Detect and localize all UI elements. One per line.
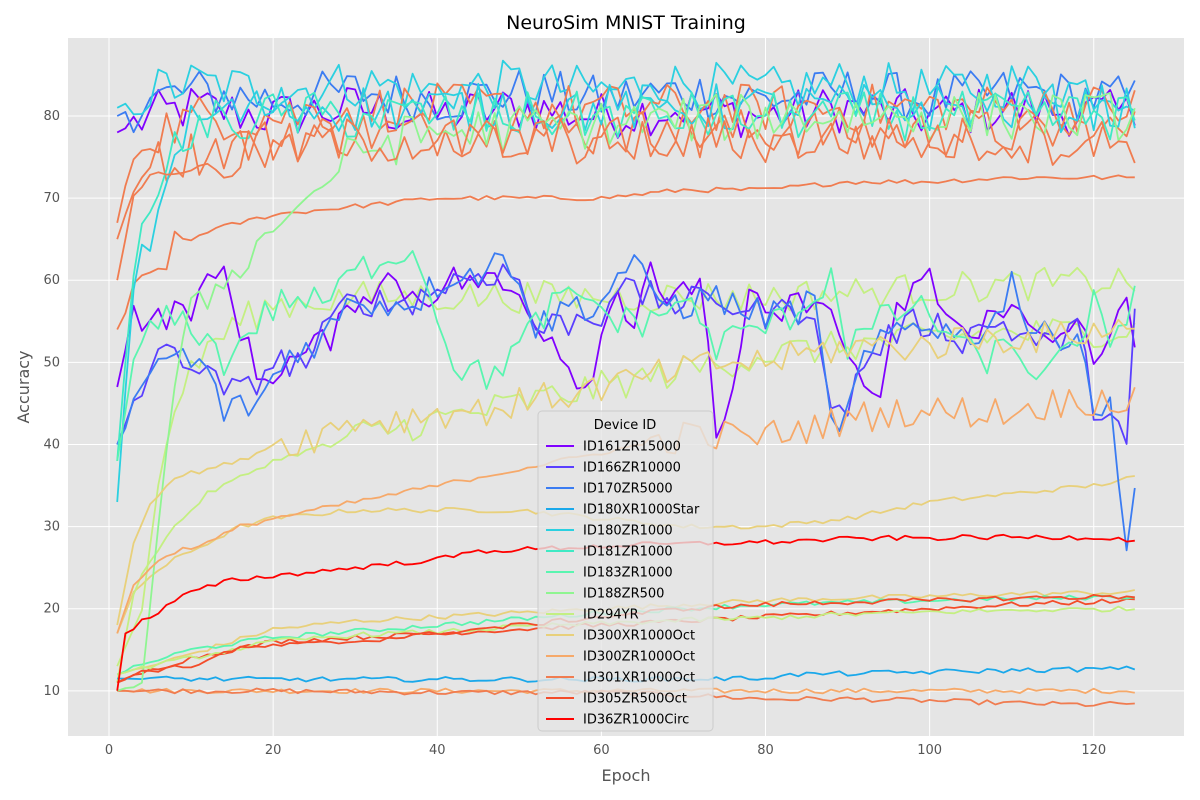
y-axis-label: Accuracy bbox=[14, 350, 33, 423]
series-line bbox=[116, 318, 1135, 626]
legend-entry-label: ID170ZR5000 bbox=[583, 482, 673, 497]
legend-entry-label: ID188ZR500 bbox=[583, 587, 664, 602]
series-line bbox=[116, 116, 1136, 281]
x-tick-label: 0 bbox=[105, 743, 113, 758]
legend-entry-label: ID180XR1000Star bbox=[583, 503, 700, 518]
legend-entry-label: ID161ZR15000 bbox=[583, 440, 681, 455]
legend-entry-label: ID180ZR1000 bbox=[583, 524, 673, 539]
legend-entry-label: ID301XR1000Oct bbox=[583, 671, 695, 686]
legend-entry-label: ID300XR1000Oct bbox=[583, 629, 695, 644]
legend-frame bbox=[537, 410, 714, 732]
x-tick-label: 120 bbox=[1081, 743, 1106, 758]
series-line bbox=[116, 108, 1136, 240]
y-tick-label: 80 bbox=[43, 109, 60, 124]
legend-entry-label: ID305ZR500Oct bbox=[583, 692, 687, 707]
y-tick-label: 60 bbox=[43, 273, 60, 288]
x-tick-label: 40 bbox=[429, 743, 446, 758]
legend-entry-label: ID294YR bbox=[583, 608, 639, 623]
series-line bbox=[116, 263, 1136, 445]
legend-title: Device ID bbox=[594, 418, 656, 433]
x-tick-label: 80 bbox=[757, 743, 774, 758]
y-tick-label: 50 bbox=[43, 355, 60, 370]
legend-entry-label: ID300ZR1000Oct bbox=[583, 650, 695, 665]
series-line bbox=[116, 82, 1136, 503]
x-tick-label: 60 bbox=[593, 743, 610, 758]
legend-items: ID161ZR15000 ID166ZR10000 ID170ZR5000 ID180… bbox=[546, 440, 700, 728]
y-tick-label: 20 bbox=[43, 602, 60, 617]
legend-entry-label: ID181ZR1000 bbox=[583, 545, 673, 560]
series-line bbox=[116, 261, 1136, 439]
series-line bbox=[116, 90, 1136, 461]
y-tick-label: 40 bbox=[43, 437, 60, 452]
tick-labels: 0 20 40 60 80 100 120 10 20 30 40 50 60 70 80 bbox=[43, 109, 1106, 758]
series-line bbox=[116, 59, 1136, 116]
chart-title: NeuroSim MNIST Training bbox=[506, 12, 746, 34]
x-axis-label: Epoch bbox=[602, 766, 651, 785]
series-line bbox=[116, 250, 1136, 462]
legend-entry-label: ID166ZR10000 bbox=[583, 461, 681, 476]
series-line bbox=[116, 174, 1135, 330]
x-tick-label: 20 bbox=[265, 743, 282, 758]
legend-entry-label: ID36ZR1000Circ bbox=[583, 713, 689, 728]
y-tick-label: 70 bbox=[43, 191, 60, 206]
x-tick-label: 100 bbox=[917, 743, 942, 758]
y-tick-label: 30 bbox=[43, 520, 60, 535]
legend: Device ID ID161ZR15000 ID166ZR10000 ID170Z… bbox=[537, 410, 714, 732]
series-line bbox=[116, 91, 1136, 692]
legend-entry-label: ID183ZR1000 bbox=[583, 566, 673, 581]
y-tick-label: 10 bbox=[43, 684, 60, 699]
